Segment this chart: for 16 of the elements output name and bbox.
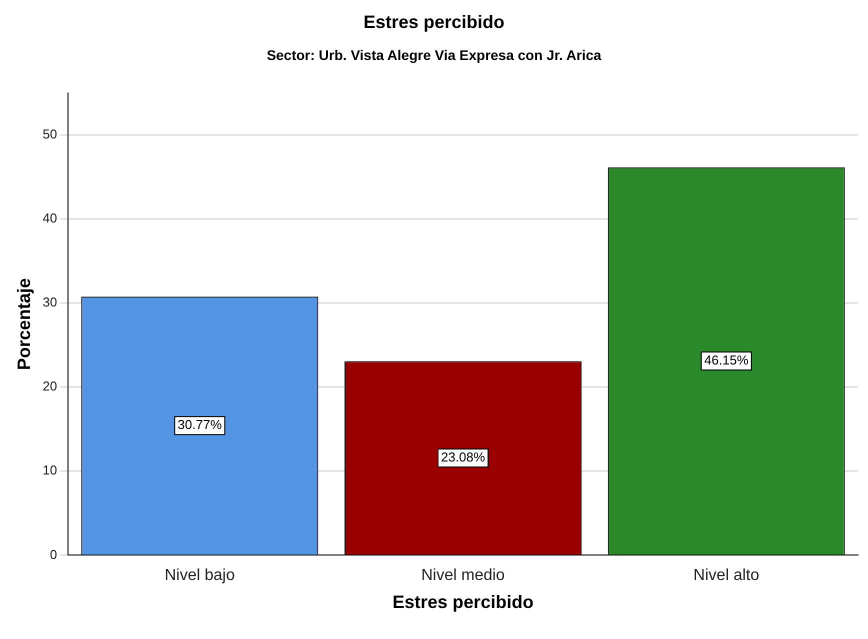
chart-subtitle: Sector: Urb. Vista Alegre Via Expresa con Jr. Arica (266, 47, 602, 63)
y-tick-label: 40 (42, 210, 58, 226)
y-axis-title: Porcentaje (14, 278, 34, 370)
y-tick-label: 50 (42, 126, 58, 142)
data-label: 30.77% (178, 417, 222, 432)
y-tick-label: 0 (50, 546, 58, 562)
x-tick-label: Nivel bajo (164, 567, 235, 584)
data-label: 46.15% (704, 352, 749, 368)
x-tick-label: Nivel medio (421, 567, 505, 584)
y-tick-label: 10 (42, 462, 58, 478)
x-tick-label: Nivel alto (693, 567, 760, 584)
y-tick-label: 20 (42, 378, 58, 394)
chart-title: Estres percibido (362, 12, 506, 33)
x-axis-title: Estres percibido (392, 592, 534, 612)
data-label: 23.08% (440, 450, 486, 465)
y-tick-label: 30 (42, 294, 58, 310)
